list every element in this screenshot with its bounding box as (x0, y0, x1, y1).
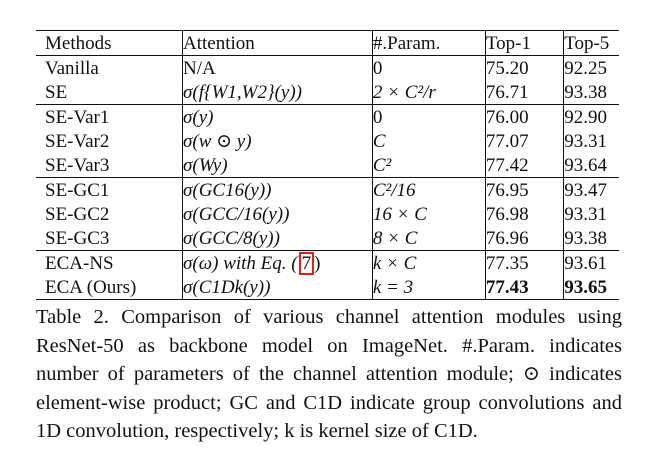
cell-method: ECA-NS (36, 250, 183, 275)
table-row: SE-GC2 σ(GCC/16(y)) 16 × C 76.98 93.31 (36, 202, 619, 226)
cell-method: SE-Var2 (36, 129, 183, 153)
header-param: #.Param. (372, 30, 486, 56)
cell-top1: 77.07 (485, 129, 565, 153)
cell-attention: σ(w ⊙ y) (182, 129, 373, 153)
cell-top5: 93.38 (564, 81, 607, 103)
cell-top1: 77.35 (485, 250, 565, 275)
cell-top5: 93.47 (563, 177, 619, 202)
cell-top1: 77.43 (485, 275, 565, 300)
cell-top5: 93.31 (564, 130, 607, 152)
cell-method: SE-GC2 (36, 202, 183, 226)
cell-param: 0 (372, 55, 486, 80)
cell-method: ECA (Ours) (36, 275, 183, 300)
table-row: SE-GC1 σ(GC16(y)) C²/16 76.95 93.47 (36, 177, 619, 202)
cell-top1: 76.00 (485, 104, 565, 129)
cell-top1: 76.95 (485, 177, 565, 202)
header-top1: Top-1 (485, 30, 565, 56)
cell-attention: σ(GC16(y)) (182, 177, 373, 202)
cell-method: SE-GC3 (36, 226, 183, 251)
table-row: SE σ(f{W1,W2}(y)) 2 × C²/r 76.71 93.38 (36, 80, 619, 105)
cell-top1: 76.96 (485, 226, 565, 251)
cell-top5: 92.90 (563, 104, 619, 129)
cell-method: SE-Var3 (36, 153, 183, 178)
cell-attention: σ(y) (182, 104, 373, 129)
cell-top5: 93.64 (564, 154, 607, 176)
table-row: Vanilla N/A 0 75.20 92.25 (36, 55, 619, 80)
table-row: ECA (Ours) σ(C1Dk(y)) k = 3 77.43 93.65 (36, 275, 619, 300)
results-table: Methods Attention #.Param. Top-1 Top-5 V… (36, 30, 619, 300)
cell-param: 0 (372, 104, 486, 129)
eq-prefix: σ(ω) with Eq. ( (183, 252, 298, 274)
cell-top1: 76.98 (485, 202, 565, 226)
cell-top5: 93.38 (564, 227, 607, 249)
table-row: SE-GC3 σ(GCC/8(y)) 8 × C 76.96 93.38 (36, 226, 619, 251)
cell-method: SE-Var1 (36, 104, 183, 129)
cell-attention: σ(ω) with Eq. (7) (182, 250, 373, 275)
equation-citation-link[interactable]: 7 (298, 251, 315, 275)
header-attention: Attention (182, 30, 373, 56)
cell-param: C (372, 129, 486, 153)
cell-top5: 93.65 (563, 275, 619, 300)
cell-param: C² (372, 153, 486, 178)
cell-method: SE (36, 80, 183, 105)
cell-method: Vanilla (36, 55, 183, 80)
cell-param: k × C (372, 250, 486, 275)
cell-attention: σ(GCC/8(y)) (182, 226, 373, 251)
cell-top1: 76.71 (485, 80, 565, 105)
cell-top1: 77.42 (485, 153, 565, 178)
cell-param: 16 × C (372, 202, 486, 226)
table-row: SE-Var1 σ(y) 0 76.00 92.90 (36, 104, 619, 129)
table-row: SE-Var2 σ(w ⊙ y) C 77.07 93.31 (36, 129, 619, 153)
table-row: SE-Var3 σ(Wy) C² 77.42 93.64 (36, 153, 619, 178)
caption-text: Table 2. Comparison of various channel a… (36, 306, 622, 443)
cell-top5: 92.25 (564, 57, 607, 79)
eq-suffix: ) (314, 252, 321, 274)
cell-param: C²/16 (372, 177, 486, 202)
cell-attention: σ(Wy) (182, 153, 373, 178)
cell-method: SE-GC1 (36, 177, 183, 202)
cell-param: 8 × C (372, 226, 486, 251)
header-top5: Top-5 (563, 30, 619, 56)
cell-top5: 93.31 (564, 203, 607, 225)
table-header-row: Methods Attention #.Param. Top-1 Top-5 (36, 30, 619, 56)
table-row: ECA-NS σ(ω) with Eq. (7) k × C 77.35 93.… (36, 250, 619, 275)
cell-attention: σ(C1Dk(y)) (182, 275, 373, 300)
cell-param: k = 3 (372, 275, 486, 300)
results-table-container: Methods Attention #.Param. Top-1 Top-5 V… (36, 30, 619, 300)
cell-attention: σ(f{W1,W2}(y)) (182, 80, 373, 105)
cell-top5: 93.61 (563, 250, 619, 275)
cell-attention: N/A (182, 55, 373, 80)
cell-top1: 75.20 (485, 55, 565, 80)
header-methods: Methods (36, 30, 183, 56)
cell-attention: σ(GCC/16(y)) (182, 202, 373, 226)
cell-param: 2 × C²/r (372, 80, 486, 105)
table-caption: Table 2. Comparison of various channel a… (36, 303, 622, 446)
